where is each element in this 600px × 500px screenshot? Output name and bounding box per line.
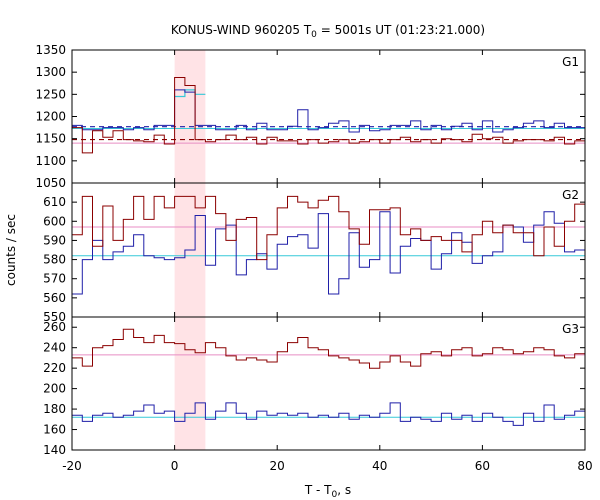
- y-tick-label: 160: [43, 423, 66, 437]
- x-tick-label: 20: [270, 459, 285, 473]
- x-tick-label: 80: [577, 459, 592, 473]
- blue-series: [72, 89, 585, 133]
- x-axis-label: T - T0, s: [304, 483, 351, 500]
- red-series: [72, 77, 585, 154]
- plot-area: [72, 328, 585, 426]
- panel-label: G1: [562, 55, 579, 69]
- y-tick-label: 1300: [35, 65, 66, 79]
- cyan-burst-series: [174, 89, 206, 98]
- x-axis-ticks: -20 0 20 40 60 80: [62, 459, 592, 473]
- y-tick-label: 590: [43, 233, 66, 247]
- chart-title-subscript: 0: [311, 30, 317, 40]
- panel-frame: [71, 316, 586, 451]
- x-tick-label: 60: [475, 459, 490, 473]
- panel-g1: 1050 1100 1150 1200 1250 1300 1350 G1: [35, 43, 586, 190]
- y-tick-label: 1250: [35, 87, 66, 101]
- y-tick-label: 1100: [35, 154, 66, 168]
- panel-g3: 140 160 180 200 220 240 260 G3: [43, 316, 586, 457]
- y-tick-label: 560: [43, 291, 66, 305]
- y-tick-label: 220: [43, 361, 66, 375]
- panel-label: G3: [562, 322, 579, 336]
- y-tick-label: 600: [43, 214, 66, 228]
- blue-series: [72, 402, 585, 426]
- y-tick-label: 1050: [35, 176, 66, 190]
- plot-area: [72, 77, 585, 154]
- red-series: [72, 195, 585, 261]
- y-tick-label: 1200: [35, 110, 66, 124]
- y-tick-label: 140: [43, 443, 66, 457]
- x-axis-label-main: T - T: [304, 483, 332, 497]
- y-tick-label: 240: [43, 341, 66, 355]
- y-axis-label: counts / sec: [4, 214, 18, 286]
- x-axis-label-subscript: 0: [332, 490, 338, 500]
- x-tick-label: 0: [171, 459, 179, 473]
- y-tick-label: 260: [43, 320, 66, 334]
- red-series: [72, 328, 585, 369]
- chart-title-rest: = 5001s UT (01:23:21.000): [317, 23, 485, 37]
- y-tick-label: 550: [43, 310, 66, 324]
- x-tick-label: 40: [372, 459, 387, 473]
- y-tick-label: 580: [43, 253, 66, 267]
- panels: 1050110011501200125013001350G15505605705…: [35, 43, 586, 457]
- panel-g2: 550 560 570 580 590 600 610 G2: [43, 182, 586, 324]
- y-tick-label: 200: [43, 382, 66, 396]
- y-tick-label: 610: [43, 195, 66, 209]
- y-tick-label: 1150: [35, 132, 66, 146]
- panel-label: G2: [562, 188, 579, 202]
- y-tick-label: 570: [43, 272, 66, 286]
- x-tick-label: -20: [62, 459, 82, 473]
- blue-series: [72, 211, 585, 295]
- burst-interval-shade: [174, 317, 206, 450]
- y-tick-label: 1350: [35, 43, 66, 57]
- burst-interval-shade: [174, 50, 206, 183]
- x-axis-label-rest: , s: [337, 483, 351, 497]
- panel-frame: [71, 49, 586, 184]
- y-tick-label: 180: [43, 402, 66, 416]
- chart-title-main: KONUS-WIND 960205 T: [171, 23, 312, 37]
- plot-area: [72, 195, 585, 295]
- chart-title: KONUS-WIND 960205 T0 = 5001s UT (01:23:2…: [171, 23, 485, 40]
